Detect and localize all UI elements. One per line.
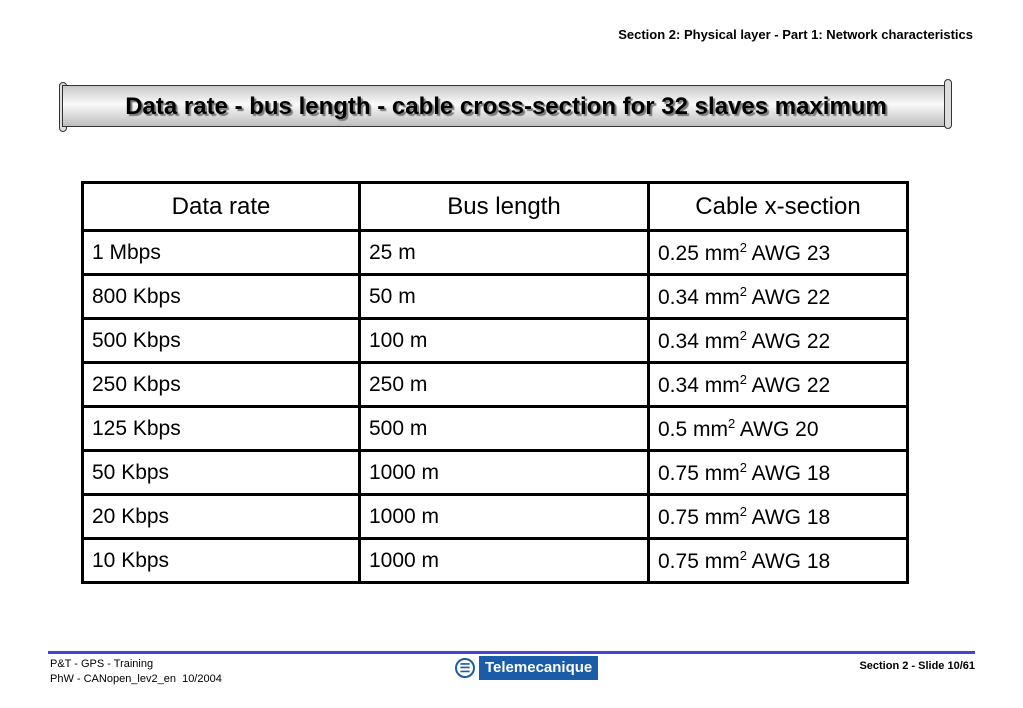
- cable-section-cell: 0.34 mm2 AWG 22: [647, 273, 909, 320]
- awg-value: AWG 22: [746, 373, 831, 397]
- data-rate-cell: 20 Kbps: [81, 493, 361, 540]
- data-table: Data rate Bus length Cable x-section 1 M…: [81, 181, 909, 584]
- bus-length-cell: 1000 m: [358, 493, 650, 540]
- superscript: 2: [728, 415, 736, 431]
- section-value: 0.75 mm: [658, 505, 740, 529]
- table-row: 250 Kbps 250 m 0.34 mm2 AWG 22: [81, 361, 909, 408]
- slide-number: Section 2 - Slide 10/61: [859, 660, 975, 672]
- table-row: 1 Mbps 25 m 0.25 mm2 AWG 23: [81, 229, 909, 276]
- bus-length-cell: 25 m: [358, 229, 650, 276]
- data-rate-cell: 250 Kbps: [81, 361, 361, 408]
- superscript: 2: [739, 283, 747, 299]
- footer-line2: PhW - CANopen_lev2_en 10/2004: [50, 673, 222, 685]
- footer-left: P&T - GPS - Training PhW - CANopen_lev2_…: [50, 657, 222, 687]
- footer-divider: [48, 651, 975, 654]
- bus-length-cell: 500 m: [358, 405, 650, 452]
- header-bus-length: Bus length: [358, 181, 650, 232]
- bus-length-cell: 50 m: [358, 273, 650, 320]
- table-header-row: Data rate Bus length Cable x-section: [81, 181, 909, 232]
- bus-length-cell: 1000 m: [358, 449, 650, 496]
- cable-section-cell: 0.5 mm2 AWG 20: [647, 405, 909, 452]
- data-rate-cell: 1 Mbps: [81, 229, 361, 276]
- superscript: 2: [739, 327, 747, 343]
- header-data-rate: Data rate: [81, 181, 361, 232]
- data-rate-cell: 500 Kbps: [81, 317, 361, 364]
- superscript: 2: [739, 459, 747, 475]
- logo-text: Telemecanique: [479, 656, 599, 680]
- title-banner: Data rate - bus length - cable cross-sec…: [62, 85, 950, 127]
- section-value: 0.25 mm: [658, 241, 740, 265]
- table-row: 500 Kbps 100 m 0.34 mm2 AWG 22: [81, 317, 909, 364]
- section-value: 0.75 mm: [658, 549, 740, 573]
- bus-length-cell: 100 m: [358, 317, 650, 364]
- awg-value: AWG 18: [746, 505, 831, 529]
- section-header: Section 2: Physical layer - Part 1: Netw…: [618, 27, 973, 42]
- superscript: 2: [739, 371, 747, 387]
- table-row: 10 Kbps 1000 m 0.75 mm2 AWG 18: [81, 537, 909, 584]
- table-row: 20 Kbps 1000 m 0.75 mm2 AWG 18: [81, 493, 909, 540]
- cable-section-cell: 0.34 mm2 AWG 22: [647, 361, 909, 408]
- section-value: 0.75 mm: [658, 461, 740, 485]
- bus-length-cell: 1000 m: [358, 537, 650, 584]
- table-row: 125 Kbps 500 m 0.5 mm2 AWG 20: [81, 405, 909, 452]
- data-rate-cell: 800 Kbps: [81, 273, 361, 320]
- awg-value: AWG 18: [746, 549, 831, 573]
- awg-value: AWG 18: [746, 461, 831, 485]
- section-value: 0.34 mm: [658, 373, 740, 397]
- awg-value: AWG 23: [746, 241, 831, 265]
- awg-value: AWG 22: [746, 329, 831, 353]
- superscript: 2: [739, 547, 747, 563]
- table-row: 50 Kbps 1000 m 0.75 mm2 AWG 18: [81, 449, 909, 496]
- data-rate-cell: 10 Kbps: [81, 537, 361, 584]
- bus-length-cell: 250 m: [358, 361, 650, 408]
- data-rate-cell: 125 Kbps: [81, 405, 361, 452]
- logo-icon: ☰: [455, 658, 475, 678]
- scroll-right-decoration: [944, 79, 952, 129]
- slide-title: Data rate - bus length - cable cross-sec…: [125, 93, 887, 120]
- telemecanique-logo: ☰ Telemecanique: [455, 656, 599, 680]
- data-rate-cell: 50 Kbps: [81, 449, 361, 496]
- awg-value: AWG 20: [735, 417, 819, 441]
- footer-line1: P&T - GPS - Training: [50, 658, 154, 670]
- table-row: 800 Kbps 50 m 0.34 mm2 AWG 22: [81, 273, 909, 320]
- cable-section-cell: 0.75 mm2 AWG 18: [647, 537, 909, 584]
- cable-section-cell: 0.75 mm2 AWG 18: [647, 449, 909, 496]
- section-value: 0.34 mm: [658, 285, 740, 309]
- header-cable-section: Cable x-section: [647, 181, 909, 232]
- cable-section-cell: 0.34 mm2 AWG 22: [647, 317, 909, 364]
- superscript: 2: [739, 503, 747, 519]
- cable-section-cell: 0.75 mm2 AWG 18: [647, 493, 909, 540]
- awg-value: AWG 22: [746, 285, 831, 309]
- cable-section-cell: 0.25 mm2 AWG 23: [647, 229, 909, 276]
- section-value: 0.5 mm: [658, 417, 729, 441]
- superscript: 2: [739, 239, 747, 255]
- section-value: 0.34 mm: [658, 329, 740, 353]
